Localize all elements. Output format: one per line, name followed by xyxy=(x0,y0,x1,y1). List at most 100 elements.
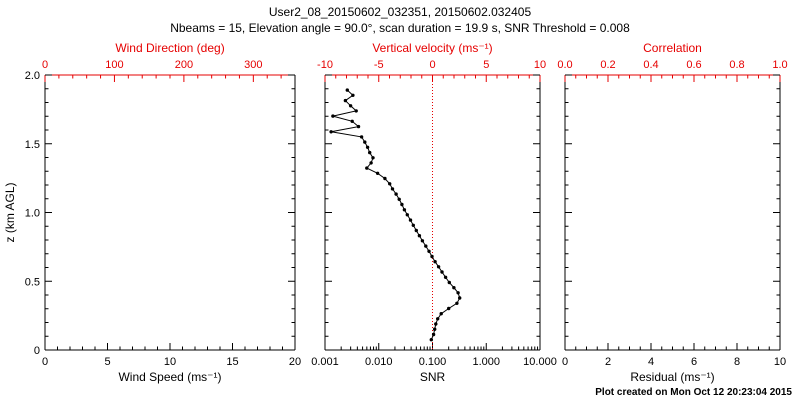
x-tick-label: 0.001 xyxy=(311,356,339,368)
data-point xyxy=(369,161,373,165)
data-point xyxy=(417,234,422,238)
x-tick-label: 10 xyxy=(774,356,786,368)
data-point xyxy=(405,213,409,217)
x-tick-label: 15 xyxy=(226,356,238,368)
x2-axis-title: Wind Direction (deg) xyxy=(115,41,224,55)
data-point xyxy=(452,286,456,290)
x2-tick-label: 1.0 xyxy=(772,59,787,71)
data-point xyxy=(365,166,369,170)
x2-ticks: 0.0 0.2 0.4 0.6 0.8 1.0 xyxy=(557,59,788,82)
data-point xyxy=(443,275,448,279)
data-point xyxy=(429,338,433,342)
x-tick-label: 6 xyxy=(691,356,697,368)
data-point xyxy=(375,171,380,175)
x2-tick-label: 0.4 xyxy=(643,59,658,71)
data-point xyxy=(433,327,437,331)
data-point xyxy=(439,312,443,316)
snr-profile-line xyxy=(331,89,461,340)
y-tick-label: 1.5 xyxy=(25,139,40,151)
x2-tick-label: 10 xyxy=(534,59,546,71)
x-axis-title: Wind Speed (ms⁻¹) xyxy=(118,370,221,384)
data-point xyxy=(431,332,436,337)
data-point xyxy=(440,270,444,274)
x-tick-label: 0.010 xyxy=(365,356,393,368)
data-point xyxy=(397,197,401,201)
data-point xyxy=(400,202,404,207)
x2-tick-label: 100 xyxy=(105,59,123,71)
y-tick-label: 1.0 xyxy=(25,208,40,220)
x-axis-title: Residual (ms⁻¹) xyxy=(630,370,714,384)
data-point xyxy=(350,119,354,124)
y-ticks xyxy=(565,74,780,351)
data-point xyxy=(351,93,355,98)
data-point xyxy=(348,104,353,108)
data-point xyxy=(427,249,431,253)
y-axis-title: z (km AGL) xyxy=(3,182,17,242)
data-point xyxy=(433,260,437,264)
x2-tick-label: 5 xyxy=(483,59,489,71)
data-point xyxy=(368,150,372,155)
x-tick-label: 8 xyxy=(734,356,740,368)
y-ticks xyxy=(325,74,540,351)
x-tick-label: 1.000 xyxy=(472,356,500,368)
x2-tick-label: 0.0 xyxy=(557,59,572,71)
x2-tick-label: 300 xyxy=(244,59,262,71)
data-point xyxy=(434,322,438,326)
data-point xyxy=(430,254,434,259)
data-point xyxy=(383,176,387,181)
x-ticks: 0 5 10 15 20 xyxy=(42,343,301,368)
data-point xyxy=(458,296,462,300)
data-point xyxy=(447,280,451,285)
data-point xyxy=(371,156,375,160)
data-point xyxy=(329,130,333,134)
residual-panel: 0 2 4 6 8 10 0.0 0.2 0.4 0.6 0.8 1.0 Residual (ms⁻¹)… xyxy=(557,41,787,384)
x2-ticks: 0 100 200 300 xyxy=(42,59,282,82)
data-point xyxy=(388,182,392,186)
data-point xyxy=(402,208,407,212)
plot-title: User2_08_20150602_032351, 20150602.03240… xyxy=(268,5,532,19)
plot-subtitle: Nbeams = 15, Elevation angle = 90.0°, sc… xyxy=(170,21,630,35)
data-point xyxy=(359,135,364,139)
data-point xyxy=(356,124,361,129)
x-tick-label: 0 xyxy=(42,356,48,368)
data-point xyxy=(345,88,349,92)
data-point xyxy=(390,187,395,191)
data-point xyxy=(365,145,370,149)
data-point xyxy=(394,192,398,196)
x2-tick-label: 0 xyxy=(42,59,48,71)
x-tick-label: 0 xyxy=(562,356,568,368)
y-tick-label: 2.0 xyxy=(25,70,40,82)
x-tick-label: 2 xyxy=(605,356,611,368)
x2-tick-label: 0.6 xyxy=(686,59,701,71)
plot-timestamp: Plot created on Mon Oct 12 20:23:04 2015 xyxy=(595,387,792,398)
snr-panel: 0.001 0.010 0.100 1.000 10.000 -10 -5 0 5 10 SNR Ve… xyxy=(311,41,557,384)
x-ticks: 0 2 4 6 8 10 xyxy=(562,343,786,368)
x2-axis-title: Correlation xyxy=(643,41,702,55)
x2-ticks: -10 -5 0 5 10 xyxy=(317,59,546,82)
x2-tick-label: 0.8 xyxy=(729,59,744,71)
x-tick-label: 0.100 xyxy=(419,356,447,368)
data-point xyxy=(424,244,428,248)
x-tick-label: 5 xyxy=(104,356,110,368)
data-point xyxy=(455,301,459,305)
x2-tick-label: -10 xyxy=(317,59,333,71)
x2-axis-title: Vertical velocity (ms⁻¹) xyxy=(372,41,492,55)
y-tick-label: 0 xyxy=(34,345,40,357)
data-point xyxy=(414,228,418,233)
data-point xyxy=(436,265,441,269)
x-axis-title: SNR xyxy=(420,370,446,384)
x-tick-label: 10.000 xyxy=(523,356,557,368)
y-tick-label: 0.5 xyxy=(25,276,40,288)
x2-tick-label: 200 xyxy=(175,59,193,71)
x-tick-label: 4 xyxy=(648,356,654,368)
x-tick-label: 10 xyxy=(164,356,176,368)
data-point xyxy=(343,98,348,103)
data-point xyxy=(331,114,335,118)
data-point xyxy=(408,218,413,222)
data-point xyxy=(456,291,460,295)
x2-tick-label: 0.2 xyxy=(600,59,615,71)
data-point xyxy=(363,140,367,144)
data-point xyxy=(354,109,358,113)
